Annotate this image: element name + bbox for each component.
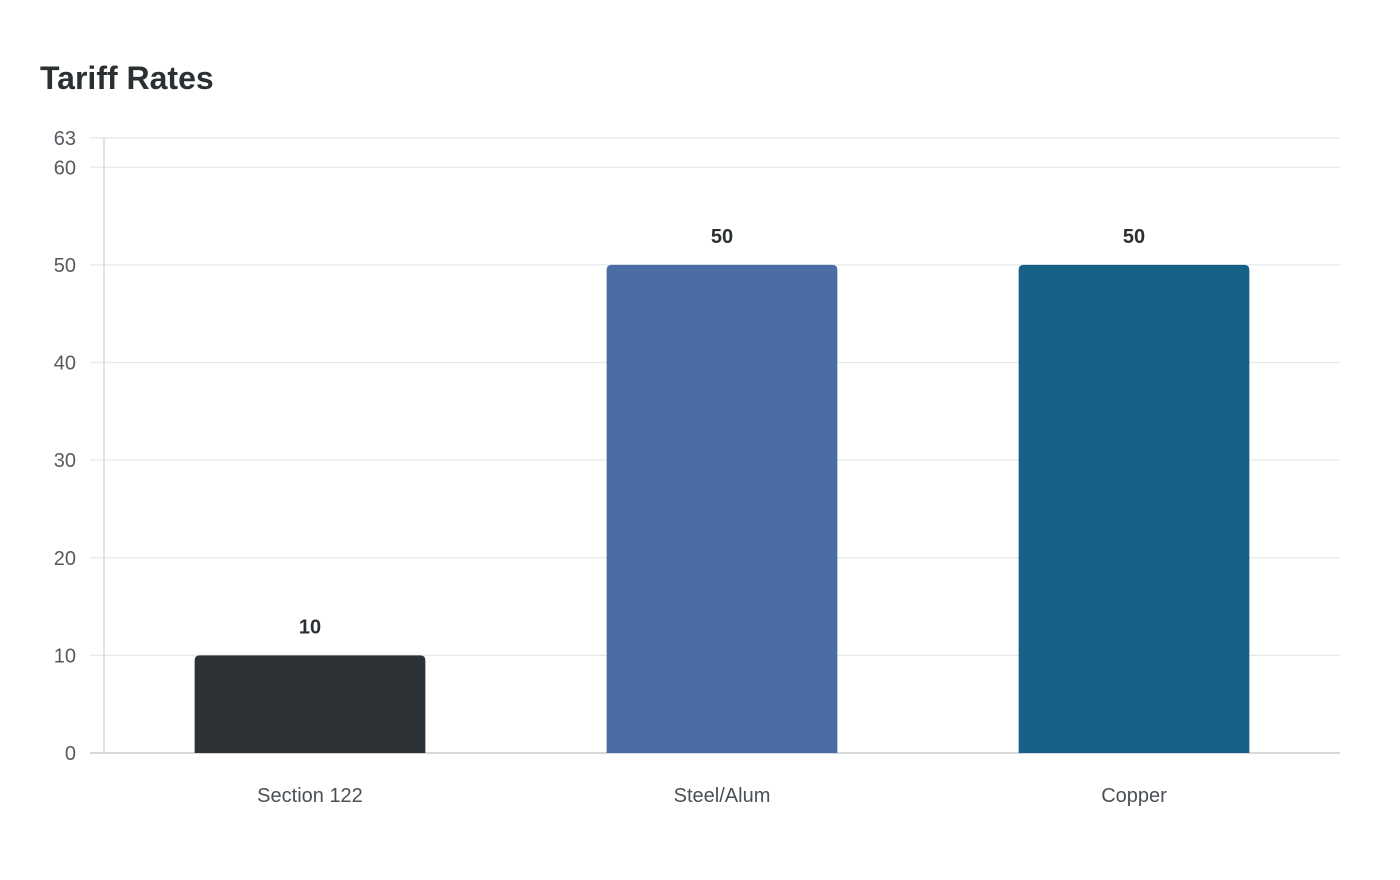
category-label: Steel/Alum <box>674 785 771 807</box>
y-tick-label: 60 <box>54 157 76 179</box>
bar <box>606 264 838 753</box>
chart-title: Tariff Rates <box>40 60 214 96</box>
y-tick-label: 0 <box>65 743 76 765</box>
value-labels: 10 50 50 <box>299 226 1145 638</box>
category-label: Section 122 <box>257 785 363 807</box>
bar-value-label: 50 <box>711 226 733 248</box>
y-tick-label: 10 <box>54 645 76 667</box>
y-tick-label: 20 <box>54 548 76 570</box>
bar-value-label: 10 <box>299 616 321 638</box>
bar <box>1018 264 1250 753</box>
y-tick-labels: 0 10 20 30 40 50 60 63 <box>54 128 76 765</box>
y-tick-label: 63 <box>54 128 76 150</box>
category-labels: Section 122 Steel/Alum Copper <box>257 785 1167 807</box>
y-tick-label: 40 <box>54 353 76 375</box>
bar <box>194 655 426 753</box>
y-tick-label: 50 <box>54 255 76 277</box>
bar-value-label: 50 <box>1123 226 1145 248</box>
bars <box>194 264 1250 753</box>
category-label: Copper <box>1101 785 1167 807</box>
y-tick-label: 30 <box>54 450 76 472</box>
